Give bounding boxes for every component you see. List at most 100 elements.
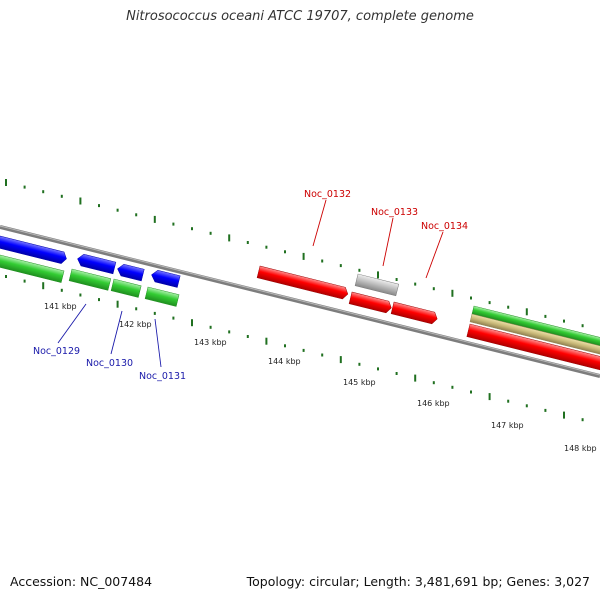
gene-label: Noc_0132 [304, 189, 351, 200]
tick-mark [5, 179, 7, 186]
gene-block-green [471, 305, 600, 348]
tick-mark [79, 197, 82, 205]
tick-mark [153, 311, 156, 315]
tick-mark [60, 288, 63, 292]
gene-label: Noc_0130 [86, 358, 133, 369]
tick-mark [395, 278, 398, 281]
tick-mark [246, 335, 249, 338]
tick-mark [284, 344, 286, 348]
tick-mark [525, 308, 528, 316]
gene-group-blue [0, 235, 181, 288]
tick-mark [284, 250, 286, 254]
scale-label: 144 kbp [268, 357, 301, 366]
gene-arrow-red [390, 301, 438, 325]
tick-mark [358, 268, 361, 272]
gene-label: Noc_0133 [371, 207, 418, 218]
tick-mark [451, 289, 454, 297]
tick-mark [377, 271, 379, 279]
scale-label: 145 kbp [343, 378, 376, 387]
tick-mark [135, 307, 138, 311]
tick-mark [470, 390, 472, 394]
leader-line [57, 303, 87, 344]
tick-mark [23, 279, 26, 283]
tick-mark [358, 362, 361, 366]
accession-text: Accession: NC_007484 [10, 574, 153, 589]
genome-title: Nitrosococcus oceani ATCC 19707, complet… [126, 9, 474, 24]
tick-mark [525, 404, 528, 408]
gene-label: Noc_0129 [33, 346, 80, 357]
tick-mark [98, 204, 100, 208]
scale-label: 142 kbp [119, 320, 152, 329]
tick-mark [5, 275, 7, 278]
scale-label: 148 kbp [564, 444, 597, 453]
tick-mark [563, 319, 565, 323]
tick-mark [581, 324, 584, 328]
scale-label: 146 kbp [417, 399, 450, 408]
tick-mark [116, 208, 119, 212]
gene-label: Noc_0134 [421, 221, 468, 232]
tick-mark [414, 282, 417, 286]
tick-mark [451, 385, 454, 389]
tick-mark [544, 314, 547, 318]
leader-line [425, 231, 444, 279]
tick-mark [488, 393, 491, 401]
tick-mark [23, 185, 26, 189]
tick-mark [79, 293, 82, 297]
gene-labels: Noc_0129 Noc_0130 Noc_0131 Noc_0132 Noc_… [33, 189, 468, 382]
tick-row-outer [5, 179, 584, 328]
gene-arrow-blue [151, 269, 181, 288]
tick-mark [488, 301, 491, 305]
tick-mark [302, 252, 305, 260]
tick-mark [581, 418, 584, 422]
gene-block-red [466, 323, 600, 371]
tick-mark [302, 348, 305, 352]
leader-line [382, 217, 394, 267]
genome-summary-text: Topology: circular; Length: 3,481,691 bp… [246, 574, 590, 589]
tick-mark [116, 300, 119, 308]
tick-mark [191, 319, 193, 327]
tick-mark [172, 316, 175, 320]
tick-mark [507, 399, 510, 403]
tick-mark [98, 298, 100, 302]
tick-mark [153, 215, 156, 223]
tick-mark [135, 213, 138, 217]
gene-arrow-red [256, 265, 349, 300]
tick-row-inner [5, 275, 584, 422]
tick-mark [246, 241, 249, 244]
scale-label: 141 kbp [44, 302, 77, 311]
gene-block-green [68, 268, 112, 291]
tick-mark [432, 381, 435, 385]
tick-mark [172, 222, 175, 226]
tick-mark [191, 227, 193, 231]
gene-block-green [110, 278, 142, 298]
gene-block-tan [469, 313, 600, 356]
scale-label: 147 kbp [491, 421, 524, 430]
tick-mark [321, 353, 324, 357]
tick-mark [563, 411, 565, 419]
tick-mark [265, 245, 268, 249]
tick-mark [321, 259, 324, 263]
tick-mark [228, 234, 231, 242]
tick-mark [432, 287, 435, 291]
tick-mark [339, 264, 342, 268]
tick-mark [507, 305, 510, 309]
tick-mark [42, 282, 45, 290]
tick-mark [339, 356, 342, 364]
tick-mark [209, 231, 212, 235]
gene-arrow-blue [117, 263, 145, 282]
tick-mark [209, 325, 212, 329]
gene-arrow-red [348, 291, 392, 314]
tick-mark [470, 296, 472, 300]
label-leaders [57, 199, 444, 368]
tick-mark [228, 330, 231, 334]
gene-group-green [0, 254, 180, 307]
gene-group-red [256, 265, 438, 325]
backbone [0, 225, 600, 378]
tick-mark [395, 372, 398, 375]
tick-mark [544, 408, 547, 412]
tick-mark [377, 367, 379, 371]
gene-arrow-blue [77, 253, 117, 275]
tick-mark [265, 337, 268, 345]
leader-line [110, 310, 123, 355]
